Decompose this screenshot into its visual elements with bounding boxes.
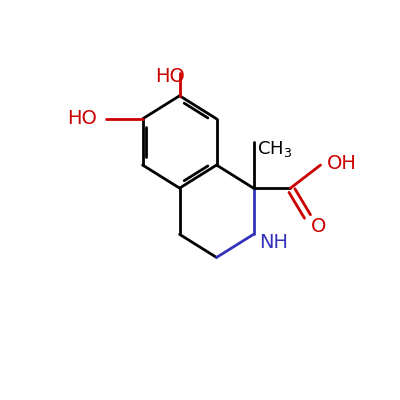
Text: HO: HO bbox=[156, 67, 185, 86]
Text: O: O bbox=[311, 217, 327, 236]
Text: HO: HO bbox=[67, 109, 97, 128]
Text: CH$_3$: CH$_3$ bbox=[257, 139, 292, 159]
Text: NH: NH bbox=[259, 232, 288, 252]
Text: OH: OH bbox=[327, 154, 356, 173]
